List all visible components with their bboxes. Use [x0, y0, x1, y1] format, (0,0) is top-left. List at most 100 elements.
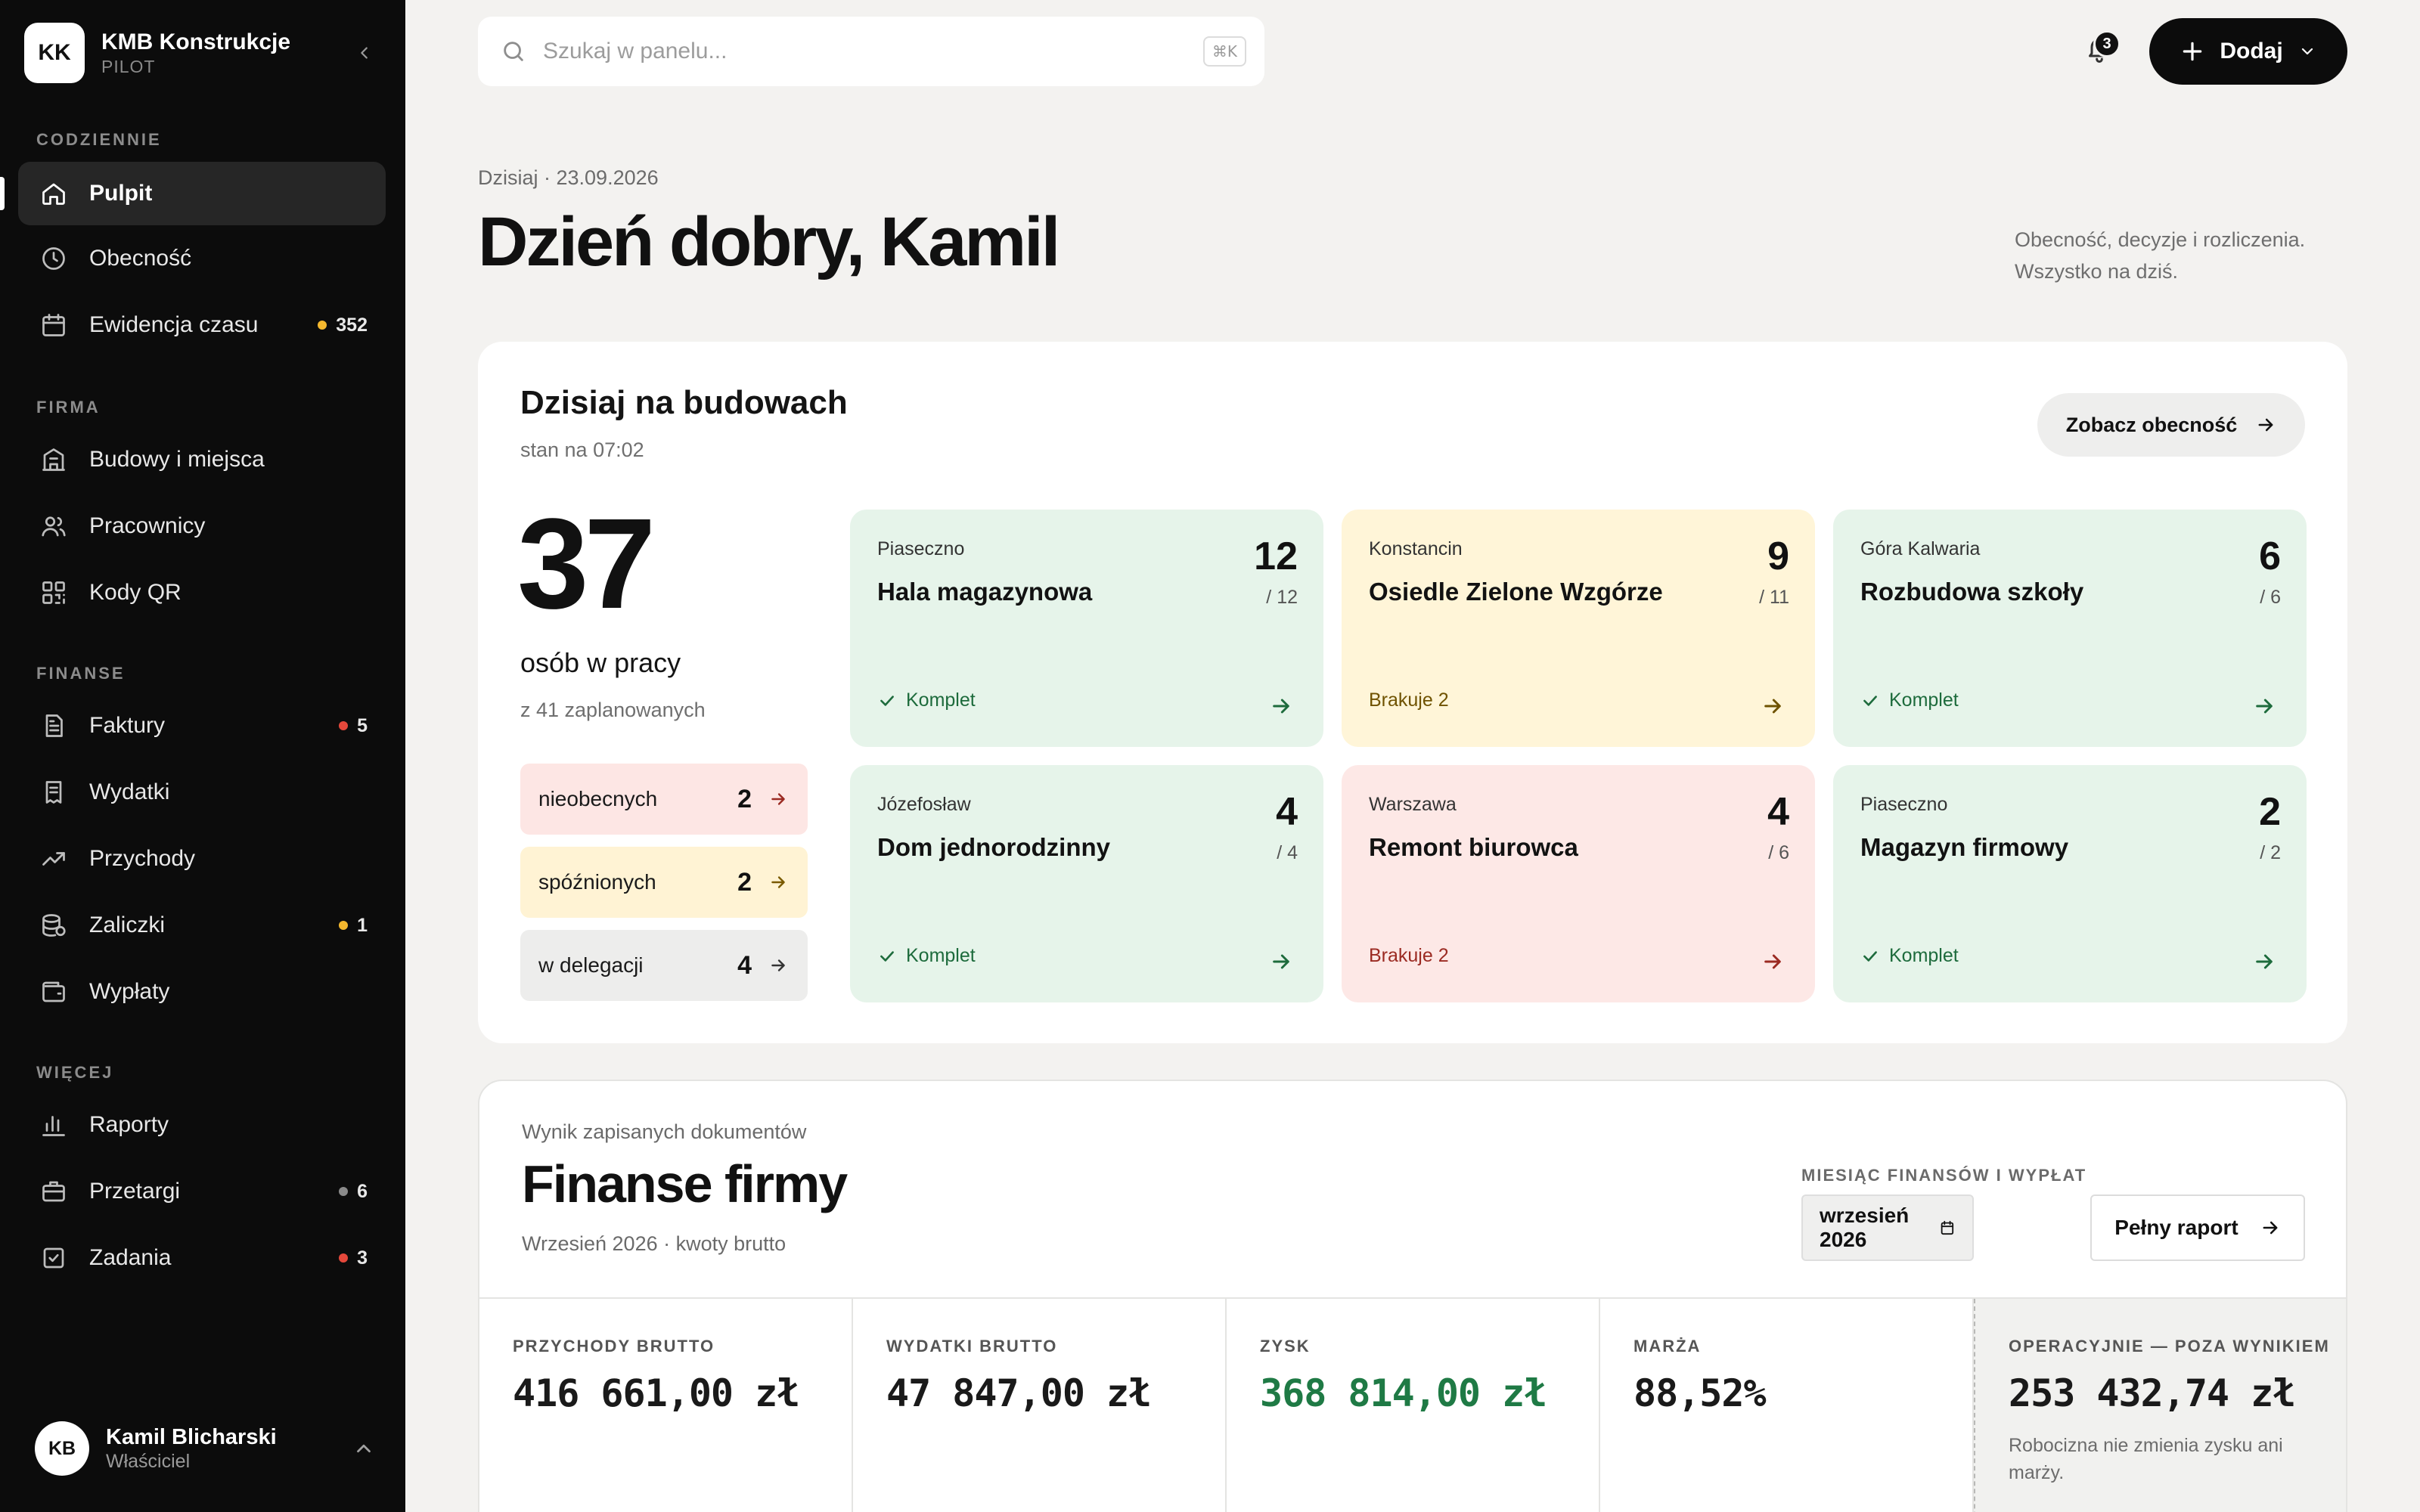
sidebar-item-przychody[interactable]: Przychody — [18, 827, 386, 891]
sidebar: KK KMB Konstrukcje PILOT CODZIENNIE Pulp… — [0, 0, 405, 1512]
sidebar-item-zaliczki[interactable]: Zaliczki 1 — [18, 894, 386, 957]
sidebar-item-obecnosc[interactable]: Obecność — [18, 227, 386, 290]
site-name: Hala magazynowa — [877, 578, 1093, 606]
sidebar-item-przetargi[interactable]: Przetargi 6 — [18, 1160, 386, 1223]
sidebar-item-wydatki[interactable]: Wydatki — [18, 761, 386, 824]
sidebar-item-wyplaty[interactable]: Wypłaty — [18, 960, 386, 1024]
sidebar-item-pulpit[interactable]: Pulpit — [0, 162, 386, 225]
sidebar-item-label: Budowy i miejsca — [89, 447, 265, 472]
view-attendance-label: Zobacz obecność — [2065, 413, 2238, 436]
check-icon — [1863, 695, 1877, 706]
brand-name: KMB Konstrukcje — [101, 29, 291, 54]
arrow-right-icon — [1764, 699, 1781, 714]
site-name: Osiedle Zielone Wzgórze — [1369, 578, 1663, 606]
site-planned: / 4 — [1277, 842, 1298, 863]
header-note: Obecność, decyzje i rozliczenia. Wszystk… — [2015, 228, 2306, 283]
site-count: 12 — [1254, 534, 1298, 578]
arrow-right-icon — [771, 959, 785, 971]
today-on-sites-card: Dzisiaj na budowach stan na 07:02 Zobacz… — [478, 342, 2347, 1043]
delegation-row[interactable]: w delegacji 4 — [520, 930, 808, 1001]
site-status: Komplet — [877, 689, 976, 711]
page-title: Dzień dobry, Kamil — [478, 203, 1060, 280]
sidebar-item-label: Obecność — [89, 246, 192, 271]
brand-plan: PILOT — [101, 57, 156, 76]
sidebar-item-raporty[interactable]: Raporty — [18, 1093, 386, 1157]
qr-icon — [39, 578, 68, 607]
kpi-label: MARŻA — [1634, 1337, 1702, 1356]
sidebar-item-zadania[interactable]: Zadania 3 — [18, 1226, 386, 1290]
sidebar-item-faktury[interactable]: Faktury 5 — [18, 694, 386, 758]
sidebar-item-label: Wydatki — [89, 779, 170, 804]
user-menu[interactable]: KB Kamil Blicharski Właściciel — [35, 1421, 375, 1476]
site-city: Piaseczno — [877, 538, 965, 559]
sidebar-item-label: Przychody — [89, 846, 196, 871]
arrow-right-icon — [1273, 954, 1289, 969]
collapse-sidebar-button[interactable] — [349, 38, 380, 68]
full-report-button[interactable]: Pełny raport — [2090, 1194, 2305, 1261]
late-row[interactable]: spóźnionych 2 — [520, 847, 808, 918]
sidebar-item-pracownicy[interactable]: Pracownicy — [18, 494, 386, 558]
brand-logo: KK — [24, 23, 85, 83]
section-subtitle: stan na 07:02 — [520, 438, 644, 461]
receipt-icon — [39, 778, 68, 807]
arrow-right-icon — [771, 876, 785, 888]
site-city: Piaseczno — [1860, 794, 1948, 815]
site-count: 9 — [1767, 534, 1789, 578]
site-count: 6 — [2259, 534, 2281, 578]
site-card[interactable]: Góra Kalwaria Rozbudowa szkoły 6 / 6 Kom… — [1833, 510, 2307, 747]
finance-title: Finanse firmy — [522, 1154, 848, 1213]
site-card[interactable]: Warszawa Remont biurowca 4 / 6 Brakuje 2 — [1342, 765, 1815, 1002]
full-report-label: Pełny raport — [2114, 1216, 2238, 1239]
site-city: Warszawa — [1369, 794, 1457, 815]
month-picker[interactable]: wrzesień 2026 — [1801, 1194, 1974, 1261]
site-planned: / 2 — [2260, 842, 2281, 863]
count-badge: 6 — [339, 1181, 368, 1203]
sidebar-item-ewidencja-czasu[interactable]: Ewidencja czasu 352 — [18, 293, 386, 357]
nav-section-company: FIRMA — [36, 398, 101, 417]
sidebar-item-label: Ewidencja czasu — [89, 312, 259, 337]
site-name: Magazyn firmowy — [1860, 833, 2069, 861]
site-count: 4 — [1767, 790, 1789, 834]
nav-section-more: WIĘCEJ — [36, 1063, 114, 1082]
finance-subtitle: Wrzesień 2026 · kwoty brutto — [522, 1232, 786, 1255]
user-role: Właściciel — [106, 1451, 191, 1472]
absent-row[interactable]: nieobecnych 2 — [520, 764, 808, 835]
kpi-operational: OPERACYJNIE — POZA WYNIKIEM 253 432,74 z… — [1974, 1299, 2346, 1512]
sidebar-item-kody-qr[interactable]: Kody QR — [18, 561, 386, 624]
sidebar-item-budowy[interactable]: Budowy i miejsca — [18, 428, 386, 491]
site-planned: / 6 — [1768, 842, 1789, 863]
trend-up-icon — [39, 844, 68, 873]
site-planned: / 11 — [1759, 587, 1789, 608]
kpi-value: 368 814,00 zł — [1260, 1371, 1547, 1415]
section-title: Dzisiaj na budowach — [520, 384, 848, 421]
month-picker-label: MIESIĄC FINANSÓW I WYPŁAT — [1801, 1166, 2087, 1185]
present-count: 37 — [517, 492, 656, 636]
status-label: w delegacji — [538, 953, 644, 977]
site-status: Komplet — [1860, 689, 1959, 711]
site-city: Józefosław — [877, 794, 971, 815]
shortcut-hint: ⌘K — [1202, 36, 1246, 67]
view-attendance-button[interactable]: Zobacz obecność — [2037, 393, 2305, 457]
site-planned: / 12 — [1266, 587, 1298, 608]
chevron-down-icon — [2301, 48, 2313, 55]
arrow-right-icon — [1273, 699, 1289, 714]
count-badge: 352 — [318, 314, 368, 336]
site-card[interactable]: Józefosław Dom jednorodzinny 4 / 4 Kompl… — [850, 765, 1323, 1002]
site-card[interactable]: Konstancin Osiedle Zielone Wzgórze 9 / 1… — [1342, 510, 1815, 747]
present-label: osób w pracy — [520, 647, 681, 678]
search-input[interactable]: Szukaj w panelu... ⌘K — [478, 17, 1264, 86]
wallet-icon — [39, 978, 68, 1006]
bar-chart-icon — [39, 1111, 68, 1139]
search-icon — [504, 42, 523, 61]
site-card[interactable]: Piaseczno Magazyn firmowy 2 / 2 Komplet — [1833, 765, 2307, 1002]
site-status: Komplet — [1860, 945, 1959, 967]
site-city: Konstancin — [1369, 538, 1463, 559]
kpi-profit: ZYSK 368 814,00 zł — [1227, 1299, 1600, 1512]
add-button[interactable]: Dodaj — [2149, 18, 2347, 85]
users-icon — [39, 512, 68, 541]
arrow-right-icon — [2256, 954, 2273, 969]
kpi-note: Robocizna nie zmienia zysku ani marży. — [2009, 1435, 2283, 1483]
site-card[interactable]: Piaseczno Hala magazynowa 12 / 12 Komple… — [850, 510, 1323, 747]
kpi-label: PRZYCHODY BRUTTO — [513, 1337, 715, 1356]
site-name: Dom jednorodzinny — [877, 833, 1110, 861]
